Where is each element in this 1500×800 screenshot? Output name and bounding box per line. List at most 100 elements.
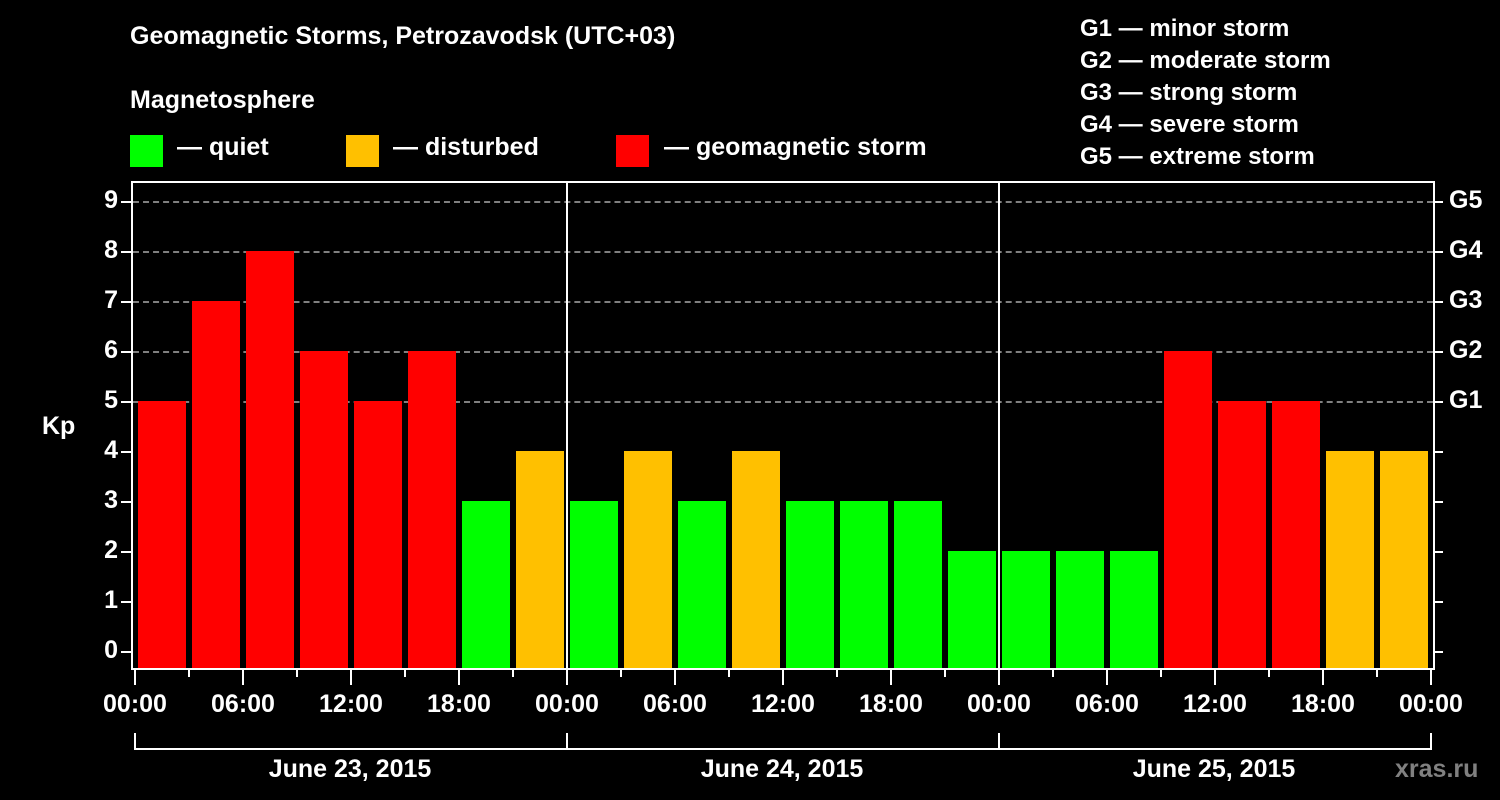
y-tick-label: 8 (104, 236, 118, 264)
kp-bar (1218, 401, 1266, 668)
storm-scale-g4: G4 — severe storm (1080, 111, 1299, 138)
date-label-day3: June 25, 2015 (1132, 755, 1296, 783)
y-tick-right (1433, 251, 1443, 253)
kp-bar (300, 351, 348, 668)
y-tick (121, 201, 131, 203)
x-tick (458, 668, 460, 685)
storm-level-label: G3 (1449, 286, 1483, 314)
storm-level-label: G1 (1449, 386, 1483, 414)
kp-bar (138, 401, 186, 668)
kp-bar (786, 501, 834, 668)
y-tick-label: 2 (104, 536, 118, 564)
legend-swatch-disturbed (346, 135, 379, 167)
x-tick (890, 668, 892, 685)
storm-scale-g1: G1 — minor storm (1080, 15, 1290, 42)
x-tick-label: 18:00 (859, 690, 923, 718)
date-bracket-tick (134, 733, 136, 749)
kp-bar (1272, 401, 1320, 668)
date-label-day1: June 23, 2015 (268, 755, 432, 783)
legend-label-disturbed: — disturbed (393, 133, 539, 161)
storm-scale-g5: G5 — extreme storm (1080, 143, 1315, 170)
kp-bar (246, 251, 294, 668)
legend-label-storm: — geomagnetic storm (664, 133, 927, 161)
kp-bar (1002, 551, 1050, 668)
x-tick-label: 00:00 (967, 690, 1031, 718)
kp-bar (1110, 551, 1158, 668)
y-tick (121, 651, 131, 653)
x-tick (1268, 668, 1270, 677)
x-tick (944, 668, 946, 677)
kp-bar (570, 501, 618, 668)
chart-title: Geomagnetic Storms, Petrozavodsk (UTC+03… (130, 22, 676, 50)
kp-bar (948, 551, 996, 668)
y-tick-right (1433, 351, 1443, 353)
x-tick (1322, 668, 1324, 685)
x-tick (782, 668, 784, 685)
y-tick (121, 551, 131, 553)
kp-bar (192, 301, 240, 668)
storm-scale-g2: G2 — moderate storm (1080, 47, 1331, 74)
x-tick (296, 668, 298, 677)
x-tick (1106, 668, 1108, 685)
y-tick (121, 301, 131, 303)
x-tick-label: 18:00 (1291, 690, 1355, 718)
y-tick-label: 5 (104, 386, 118, 414)
gridline (133, 201, 1433, 203)
y-tick-right (1433, 201, 1443, 203)
legend-swatch-quiet (130, 135, 163, 167)
legend-label-quiet: — quiet (177, 133, 269, 161)
x-tick-label: 06:00 (643, 690, 707, 718)
x-tick (998, 668, 1000, 685)
x-tick-label: 00:00 (1399, 690, 1463, 718)
date-bracket-tick (1430, 733, 1432, 749)
y-tick-label: 6 (104, 336, 118, 364)
y-tick (121, 251, 131, 253)
x-tick (404, 668, 406, 677)
y-tick-label: 7 (104, 286, 118, 314)
x-tick (620, 668, 622, 677)
y-tick-label: 9 (104, 186, 118, 214)
plot-frame (131, 181, 1435, 670)
gridline (133, 401, 1433, 403)
date-label-day2: June 24, 2015 (700, 755, 864, 783)
kp-bar (1056, 551, 1104, 668)
kp-bar (516, 451, 564, 668)
legend-swatch-storm (616, 135, 649, 167)
x-tick-label: 12:00 (751, 690, 815, 718)
kp-bar (624, 451, 672, 668)
x-tick (566, 668, 568, 685)
x-tick (242, 668, 244, 685)
storm-level-label: G5 (1449, 186, 1483, 214)
y-tick-right (1433, 501, 1443, 503)
y-tick-label: 0 (104, 636, 118, 664)
x-tick (350, 668, 352, 685)
y-tick-right (1433, 401, 1443, 403)
x-tick (1376, 668, 1378, 677)
x-tick (134, 668, 136, 685)
y-tick-label: 4 (104, 436, 118, 464)
x-tick-label: 00:00 (535, 690, 599, 718)
kp-bar (408, 351, 456, 668)
x-tick-label: 06:00 (1075, 690, 1139, 718)
y-tick (121, 401, 131, 403)
x-tick (836, 668, 838, 677)
storm-scale-g3: G3 — strong storm (1080, 79, 1298, 106)
y-tick-label: 3 (104, 486, 118, 514)
chart-subtitle: Magnetosphere (130, 86, 315, 114)
kp-bar (678, 501, 726, 668)
x-tick-label: 12:00 (1183, 690, 1247, 718)
y-tick (121, 351, 131, 353)
day-separator (998, 183, 1000, 668)
y-tick-right (1433, 551, 1443, 553)
x-tick (188, 668, 190, 677)
storm-level-label: G4 (1449, 236, 1483, 264)
kp-bar (1326, 451, 1374, 668)
x-tick-label: 12:00 (319, 690, 383, 718)
gridline (133, 301, 1433, 303)
y-tick-label: 1 (104, 586, 118, 614)
x-tick (674, 668, 676, 685)
x-tick (1160, 668, 1162, 677)
gridline (133, 251, 1433, 253)
y-tick (121, 501, 131, 503)
x-tick (1430, 668, 1432, 685)
